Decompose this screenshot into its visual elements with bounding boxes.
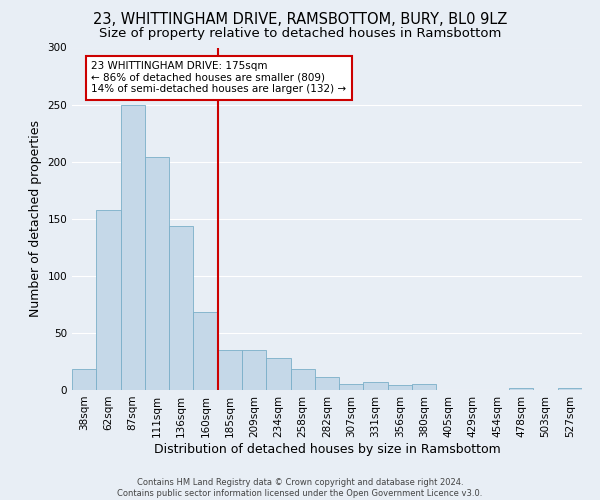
- Bar: [388, 386, 412, 390]
- Text: 23, WHITTINGHAM DRIVE, RAMSBOTTOM, BURY, BL0 9LZ: 23, WHITTINGHAM DRIVE, RAMSBOTTOM, BURY,…: [93, 12, 507, 28]
- Bar: [558, 388, 582, 390]
- Text: 23 WHITTINGHAM DRIVE: 175sqm
← 86% of detached houses are smaller (809)
14% of s: 23 WHITTINGHAM DRIVE: 175sqm ← 86% of de…: [91, 61, 347, 94]
- Bar: [145, 157, 169, 390]
- Bar: [290, 370, 315, 390]
- Text: Contains HM Land Registry data © Crown copyright and database right 2024.
Contai: Contains HM Land Registry data © Crown c…: [118, 478, 482, 498]
- Bar: [339, 384, 364, 390]
- Y-axis label: Number of detached properties: Number of detached properties: [29, 120, 42, 318]
- Bar: [96, 210, 121, 390]
- Bar: [412, 384, 436, 390]
- Bar: [266, 358, 290, 390]
- Bar: [242, 350, 266, 390]
- Bar: [193, 312, 218, 390]
- Bar: [218, 350, 242, 390]
- X-axis label: Distribution of detached houses by size in Ramsbottom: Distribution of detached houses by size …: [154, 442, 500, 456]
- Bar: [509, 388, 533, 390]
- Bar: [364, 382, 388, 390]
- Bar: [72, 370, 96, 390]
- Bar: [315, 378, 339, 390]
- Bar: [121, 104, 145, 390]
- Text: Size of property relative to detached houses in Ramsbottom: Size of property relative to detached ho…: [99, 28, 501, 40]
- Bar: [169, 226, 193, 390]
